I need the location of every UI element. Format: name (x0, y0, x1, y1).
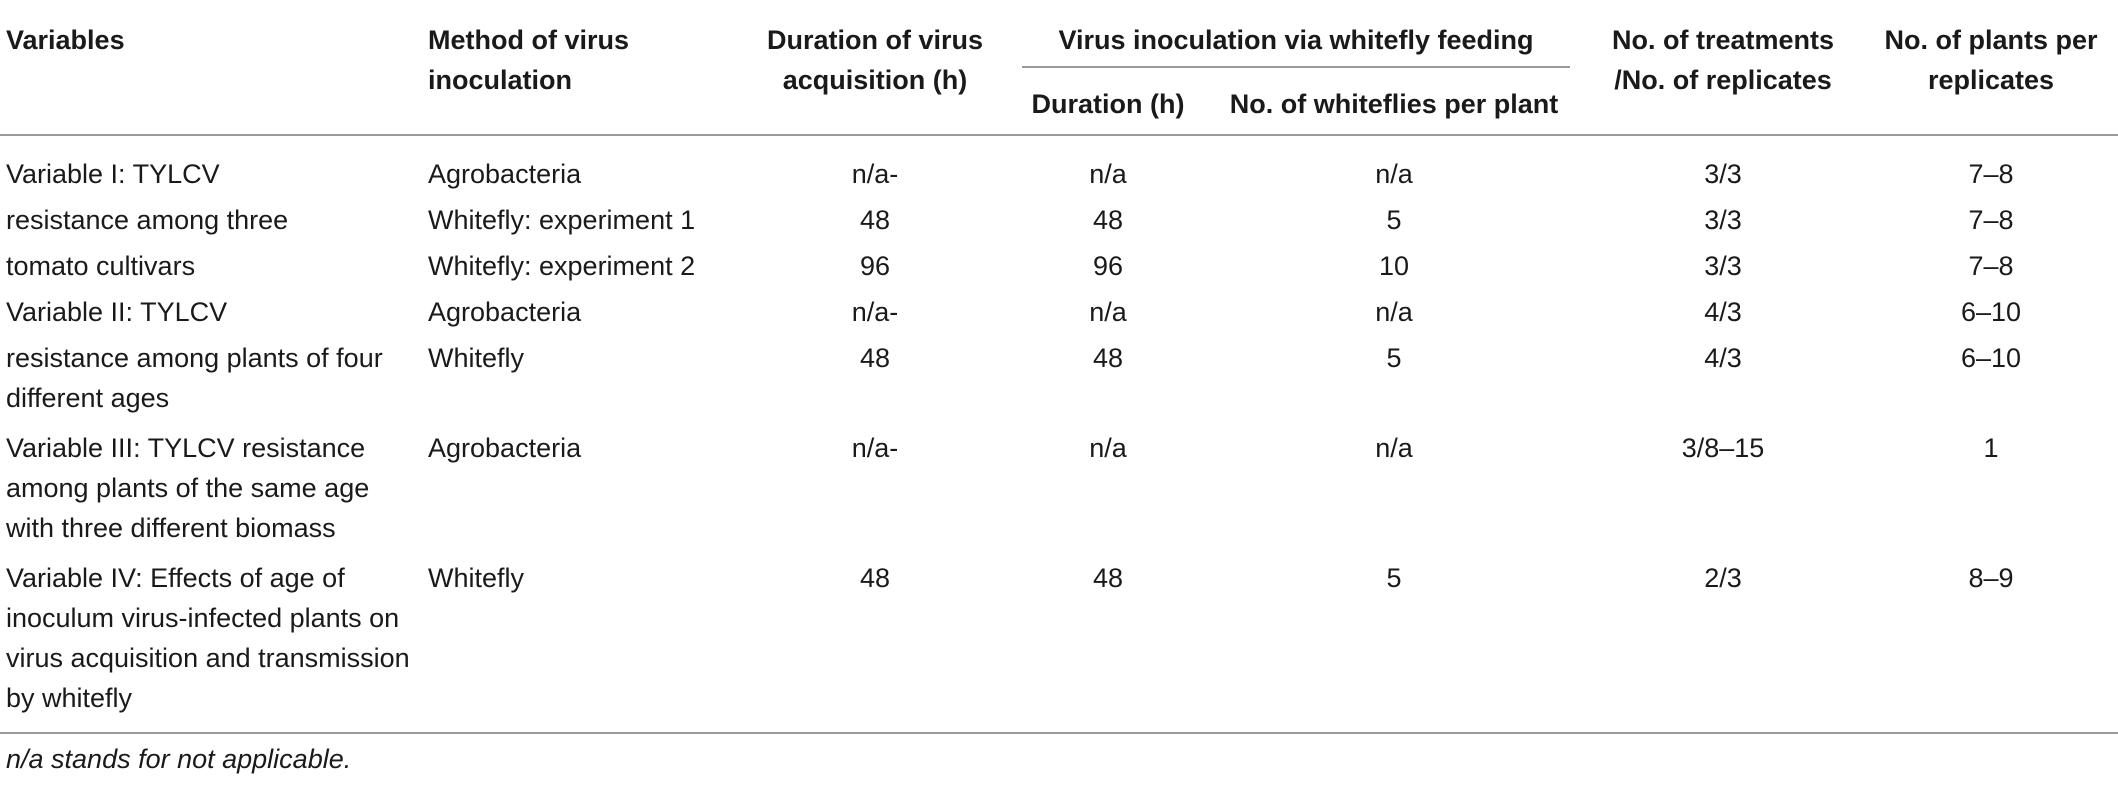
cell-method: Agrobacteria (428, 159, 582, 189)
cell-variable: Variable I: TYLCV (6, 159, 220, 189)
cell-treatments: 3/8–15 (1681, 433, 1765, 463)
cell-variable: resistance among three (6, 205, 289, 235)
cell-duration: n/a (1089, 433, 1127, 463)
cell-treatments: 2/3 (1582, 548, 1864, 734)
cell-treatments: 4/3 (1704, 297, 1742, 327)
header-plants: No. of plants per replicates (1864, 0, 2118, 136)
group-header-label: Virus inoculation via whitefly feeding (1022, 20, 1570, 68)
cell-acquisition: n/a- (851, 297, 899, 327)
table-header: Variables Method of virus inoculation Du… (0, 0, 2118, 136)
cell-acquisition: 96 (859, 251, 891, 281)
cell-treatments: 3/3 (1704, 205, 1742, 235)
cell-duration: n/a (1089, 297, 1127, 327)
cell-method: Whitefly (428, 343, 525, 373)
cell-acquisition: n/a- (851, 159, 899, 189)
header-whiteflies: No. of whiteflies per plant (1206, 72, 1582, 136)
cell-duration: 96 (1092, 251, 1124, 281)
cell-whiteflies: 5 (1206, 548, 1582, 734)
header-variables: Variables (0, 0, 422, 136)
cell-whiteflies: 5 (1386, 343, 1402, 373)
cell-whiteflies: n/a (1375, 433, 1413, 463)
cell-duration: 48 (1092, 205, 1124, 235)
cell-whiteflies: n/a (1375, 297, 1413, 327)
cell-treatments: 4/3 (1704, 343, 1742, 373)
cell-acquisition: 48 (740, 548, 1010, 734)
cell-plants: 7–8 (1968, 205, 2014, 235)
cell-method: Whitefly (422, 548, 740, 734)
cell-whiteflies: 5 (1386, 205, 1402, 235)
cell-plants: 7–8 (1968, 159, 2014, 189)
cell-treatments: 3/3 (1704, 159, 1742, 189)
header-method: Method of virus inoculation (422, 0, 740, 136)
cell-duration: n/a (1089, 159, 1127, 189)
data-table-container: Variables Method of virus inoculation Du… (0, 0, 2118, 734)
cell-acquisition: 48 (859, 343, 891, 373)
cell-plants: 8–9 (1864, 548, 2118, 734)
data-table: Variables Method of virus inoculation Du… (0, 0, 2118, 734)
cell-variable: tomato cultivars (6, 251, 196, 281)
table-row: Variable I: TYLCV Agrobacteria n/a- n/a … (0, 135, 2118, 194)
cell-plants: 7–8 (1968, 251, 2014, 281)
cell-duration: 48 (1010, 548, 1206, 734)
header-duration-acquisition: Duration of virus acquisition (h) (740, 0, 1010, 136)
table-row: Variable IV: Effects of age of inoculum … (0, 548, 2118, 734)
cell-method: Whitefly: experiment 1 (428, 205, 696, 235)
table-footnote: n/a stands for not applicable. (6, 744, 352, 774)
cell-variable: Variable IV: Effects of age of inoculum … (0, 548, 422, 734)
cell-duration: 48 (1092, 343, 1124, 373)
cell-whiteflies: n/a (1375, 159, 1413, 189)
table-row: Variable III: TYLCV resistance among pla… (0, 418, 2118, 548)
cell-acquisition: n/a- (851, 433, 899, 463)
cell-acquisition: 48 (859, 205, 891, 235)
cell-method: Whitefly: experiment 2 (428, 251, 696, 281)
cell-plants: 6–10 (1960, 297, 2022, 327)
cell-method: Agrobacteria (428, 433, 582, 463)
cell-treatments: 3/3 (1704, 251, 1742, 281)
cell-variable: resistance among plants of four differen… (6, 343, 383, 413)
cell-variable: Variable II: TYLCV (6, 297, 228, 327)
header-treatments: No. of treatments /No. of replicates (1582, 0, 1864, 136)
cell-plants: 1 (1983, 433, 1999, 463)
cell-whiteflies: 10 (1378, 251, 1410, 281)
cell-plants: 6–10 (1960, 343, 2022, 373)
cell-method: Agrobacteria (428, 297, 582, 327)
table-row: Variable II: TYLCV Agrobacteria n/a- n/a… (0, 286, 2118, 332)
table-body: Variable I: TYLCV Agrobacteria n/a- n/a … (0, 135, 2118, 734)
header-group-whitefly-feeding: Virus inoculation via whitefly feeding (1010, 0, 1582, 72)
table-row: resistance among plants of four differen… (0, 332, 2118, 418)
table-row: resistance among three Whitefly: experim… (0, 194, 2118, 240)
cell-variable: Variable III: TYLCV resistance among pla… (6, 433, 370, 543)
table-row: tomato cultivars Whitefly: experiment 2 … (0, 240, 2118, 286)
header-duration: Duration (h) (1010, 72, 1206, 136)
